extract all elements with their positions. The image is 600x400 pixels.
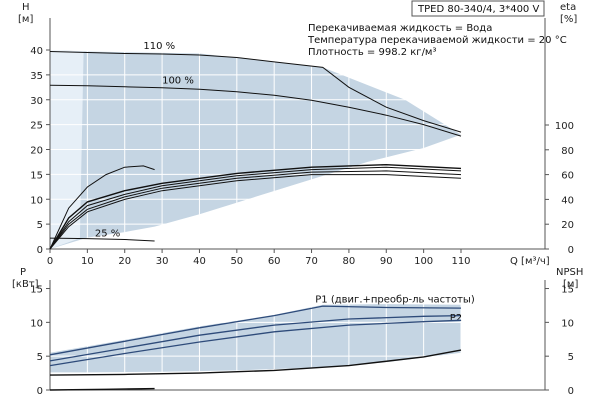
top-x-tick-label: 80 [343,256,356,267]
power-axis-unit: [кВт] [12,279,39,290]
bottom-y-tick-label: 15 [30,285,43,296]
bottom-y2-tick-label: 15 [561,285,574,296]
efficiency-curve [49,165,155,250]
power-axis-title: P [20,267,26,278]
head-efficiency-plot: 0 10 20 30 40 50 60 70 80 90 100 110 0 5 10 15 20 25 30 35 4… [18,2,577,267]
power-curve [49,319,462,367]
efficiency-curve [49,170,462,250]
top-x-tick-label: 90 [380,256,393,267]
model-label: TPED 80-340/4, 3*400 V [417,4,539,15]
efficiency-curve [49,166,462,250]
head-curve-label: 25 % [95,229,120,240]
head-curve [49,51,462,133]
top-y-tick-label: 15 [30,170,43,181]
note-temperature: Температура перекачиваемой жидкости = 20… [307,35,567,46]
head-curve-label: 110 % [143,41,175,52]
top-y-tick-label: 25 [30,121,43,132]
power-curve-label: P1 (двиг.+преобр-ль частоты) [315,295,475,306]
bottom-y-tick-label: 5 [37,352,43,363]
top-x-tick-label: 0 [47,256,53,267]
head-axis-title: H [22,2,30,13]
top-x-tick-label: 110 [451,256,470,267]
model-box [411,0,545,17]
top-y2-tick-label: 100 [555,121,574,132]
chart-annotations: TPED 80-340/4, 3*400 V Перекачиваемая жи… [307,0,567,58]
top-x-tick-label: 50 [230,256,243,267]
bottom-y-tick-label: 10 [30,318,43,329]
top-y-tick-label: 40 [30,46,43,57]
head-axis-unit: [м] [18,14,33,25]
top-y-tick-label: 0 [37,245,43,256]
top-y-tick-label: 5 [37,220,43,231]
note-fluid: Перекачиваемая жидкость = Вода [308,23,492,34]
eta-axis-title: eta [560,2,576,13]
head-curve [49,84,462,137]
eta-axis-unit: [%] [560,14,577,25]
top-y-tick-label: 30 [30,96,43,107]
power-curve [49,314,462,362]
power-curve-label: P2 [450,313,462,324]
npsh-axis-unit: [м] [563,279,578,290]
top-y-tick-label: 35 [30,71,43,82]
power-npsh-plot: 0 5 10 15 0 5 10 15 P[кВт] NPSH[м] P1 (двиг.+преоб… [12,267,583,397]
top-x-tick-label: 40 [193,256,206,267]
efficiency-curve [49,163,462,250]
bottom-y2-tick-label: 10 [561,318,574,329]
top-x-tick-label: 30 [156,256,169,267]
efficiency-curve [49,174,462,250]
power-envelope [50,304,461,373]
top-y-tick-label: 20 [30,146,43,157]
top-y2-tick-label: 60 [561,171,574,182]
top-y2-tick-label: 0 [568,245,574,256]
power-curve [49,305,462,356]
top-x-tick-label: 60 [268,256,281,267]
bottom-y2-tick-label: 0 [568,386,574,397]
top-x-tick-label: 100 [414,256,433,267]
top-x-tick-label: 20 [118,256,131,267]
note-density: Плотность = 998.2 кг/м³ [308,47,437,58]
npsh-curve [49,387,155,391]
top-y2-tick-label: 40 [561,195,574,206]
bottom-y2-tick-label: 5 [568,352,574,363]
top-y2-tick-label: 20 [561,220,574,231]
npsh-axis-title: NPSH [556,267,583,278]
head-curve-label: 100 % [162,75,194,86]
top-x-tick-label: 10 [81,256,94,267]
npsh-curve [49,349,462,376]
head-curve [49,237,155,242]
bottom-y-tick-label: 0 [37,386,43,397]
flow-axis-title: Q [м³/ч] [510,256,550,267]
top-x-tick-label: 70 [305,256,318,267]
top-y-tick-label: 10 [30,195,43,206]
top-y2-tick-label: 80 [561,146,574,157]
